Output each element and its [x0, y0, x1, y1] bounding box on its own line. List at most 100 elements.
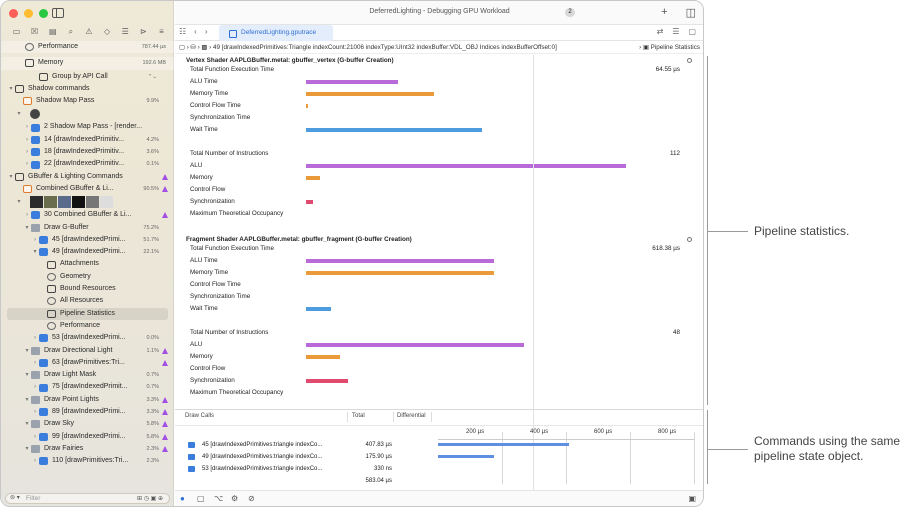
inspector-toggle-icon[interactable]: ◫ — [685, 7, 696, 19]
close-window-button[interactable] — [9, 9, 18, 18]
disclosure-icon[interactable]: ▾ — [25, 372, 29, 379]
tree-item[interactable]: › 30 Combined GBuffer & Li... — [1, 209, 174, 221]
report-navigator-icon[interactable]: ≡ — [159, 27, 164, 36]
breakpoints-icon[interactable]: ▢ — [197, 494, 205, 503]
disclosure-icon[interactable]: › — [26, 149, 28, 156]
disclosure-icon[interactable]: › — [34, 384, 36, 391]
filter-options-icon[interactable]: ⊞ ◷ ▣ ⊕ — [137, 496, 163, 502]
breadcrumb-path-icons[interactable]: ▢ › ⛁ › ▩ › — [179, 44, 213, 51]
tree-item[interactable]: › 89 [drawIndexedPrimi... 3.3% — [1, 406, 174, 418]
tree-item[interactable]: ▾ GBuffer & Lighting Commands — [1, 171, 174, 183]
tree-item[interactable]: › 75 [drawIndexedPrimit... 0.7% — [1, 381, 174, 393]
tree-item[interactable]: ▾ Draw Point Lights 3.3% — [1, 394, 174, 406]
tree-item[interactable]: Attachments — [1, 258, 174, 270]
filter-field[interactable]: Filter ⊞ ◷ ▣ ⊕ — [5, 493, 170, 504]
related-items-icon[interactable]: ☷ — [179, 27, 187, 36]
disclosure-icon[interactable]: › — [34, 335, 36, 342]
warning-icon[interactable] — [162, 396, 168, 403]
disclosure-icon[interactable]: › — [26, 212, 28, 219]
disclosure-icon[interactable]: ▾ — [25, 445, 29, 452]
tree-item[interactable]: › 18 [drawIndexedPrimitiv... 3.6% — [1, 146, 174, 158]
disclosure-icon[interactable]: ▾ — [25, 421, 29, 428]
minimize-window-button[interactable] — [24, 9, 33, 18]
sidebar-toggle-icon[interactable] — [52, 8, 64, 18]
thumbnail-strip[interactable] — [30, 109, 40, 120]
tree-item[interactable]: All Resources — [1, 295, 174, 307]
disclosure-icon[interactable]: › — [26, 136, 28, 143]
tree-item[interactable]: Geometry — [1, 271, 174, 283]
forward-icon[interactable]: › — [204, 27, 208, 36]
editor-options-icon[interactable]: ⇄ — [656, 27, 664, 36]
disclosure-icon[interactable]: ▾ — [9, 173, 13, 180]
tree-item[interactable]: ▾ Draw Sky 5.8% — [1, 418, 174, 430]
warning-icon[interactable] — [162, 347, 168, 354]
tree-item[interactable]: › 63 [drawPrimitives:Tri... — [1, 357, 174, 369]
attachment-thumbnails[interactable]: ▾ — [1, 195, 174, 209]
draw-call-row[interactable]: 49 [drawIndexedPrimitives:triangle index… — [188, 452, 698, 462]
symbol-navigator-icon[interactable]: ▤ — [48, 27, 57, 36]
disclosure-icon[interactable]: › — [26, 124, 28, 131]
disclosure-icon[interactable]: › — [34, 433, 36, 440]
tree-item[interactable]: Bound Resources — [1, 283, 174, 295]
col-total[interactable]: Total — [352, 413, 365, 419]
tree-item[interactable]: ▾ 49 [drawIndexedPrimi... 22.1% — [1, 246, 174, 258]
tree-item[interactable]: › 22 [drawIndexedPrimitiv... 0.1% — [1, 158, 174, 170]
info-icon[interactable] — [687, 58, 692, 63]
disclosure-icon[interactable]: › — [34, 359, 36, 366]
attachment-thumbnails[interactable]: ▾ — [1, 107, 174, 121]
zoom-window-button[interactable] — [39, 9, 48, 18]
add-icon[interactable]: + — [661, 6, 668, 18]
issue-navigator-icon[interactable]: ⚠ — [85, 27, 93, 36]
texture-thumbnail[interactable] — [58, 196, 71, 209]
group-by-popup[interactable]: Group by API Call ⌃⌄ — [1, 71, 160, 83]
draw-call-row[interactable]: 45 [drawIndexedPrimitives:triangle index… — [188, 440, 698, 450]
tree-item[interactable]: › 99 [drawIndexedPrimi... 5.8% — [1, 431, 174, 443]
disclosure-icon[interactable]: › — [34, 458, 36, 465]
disclosure-icon[interactable]: › — [34, 409, 36, 416]
source-control-icon[interactable]: ☒ — [31, 27, 39, 36]
disclosure-icon[interactable]: ▾ — [17, 111, 21, 118]
tree-item[interactable]: Performance — [1, 320, 174, 332]
debug-area-icon[interactable]: ● — [180, 494, 185, 503]
debug-toggle-icon[interactable]: ▣ — [688, 494, 696, 503]
draw-call-row[interactable]: 53 [drawIndexedPrimitives:triangle index… — [188, 464, 698, 474]
gear-icon[interactable]: ⚙ — [231, 494, 239, 503]
warning-icon[interactable] — [162, 446, 168, 453]
warning-icon[interactable] — [162, 409, 168, 416]
debug-navigator-icon[interactable]: ☰ — [121, 27, 129, 36]
project-navigator-icon[interactable]: ▭ — [12, 27, 21, 36]
tab-gputrace[interactable]: DeferredLighting.gputrace — [219, 25, 333, 41]
disclosure-icon[interactable]: ▾ — [25, 396, 29, 403]
warning-icon[interactable] — [162, 433, 168, 440]
capture-icon[interactable]: ⊘ — [248, 494, 255, 503]
shader-icon[interactable]: ⌥ — [214, 494, 224, 503]
texture-thumbnail[interactable] — [30, 196, 43, 209]
warning-icon[interactable] — [162, 173, 168, 180]
tree-item[interactable]: ▾ Draw Directional Light 1.1% — [1, 345, 174, 357]
col-draw-calls[interactable]: Draw Calls — [185, 413, 215, 419]
performance-item[interactable]: Performance 787.44 µs — [1, 41, 174, 54]
add-editor-icon[interactable]: ▢ — [688, 27, 696, 36]
disclosure-icon[interactable]: ▾ — [33, 249, 37, 256]
texture-thumbnail[interactable] — [30, 109, 40, 120]
scrollbar-track[interactable] — [533, 55, 534, 506]
tree-item[interactable]: ▾ Draw Light Mask 0.7% — [1, 369, 174, 381]
tree-item[interactable]: Pipeline Statistics — [7, 307, 168, 320]
issues-badge[interactable]: 2 — [565, 8, 575, 17]
test-navigator-icon[interactable]: ◇ — [104, 27, 111, 36]
texture-thumbnail[interactable] — [86, 196, 99, 209]
disclosure-icon[interactable]: ▾ — [17, 199, 21, 206]
disclosure-icon[interactable]: ▾ — [25, 224, 29, 231]
tree-item[interactable]: › 45 [drawIndexedPrimi... 51.7% — [1, 234, 174, 246]
breakpoint-navigator-icon[interactable]: ⊳ — [140, 27, 147, 36]
breadcrumb-current[interactable]: › ▣ Pipeline Statistics — [636, 42, 700, 53]
breadcrumb-draw-call[interactable]: 49 [drawIndexedPrimitives:Triangle index… — [212, 44, 557, 51]
tree-item[interactable]: ▾ Draw Fairies 2.3% — [1, 443, 174, 455]
tree-item[interactable]: › 2 Shadow Map Pass - [render... — [1, 121, 174, 133]
warning-icon[interactable] — [162, 186, 168, 193]
back-icon[interactable]: ‹ — [194, 27, 197, 36]
texture-thumbnail[interactable] — [100, 196, 113, 209]
tree-item[interactable]: ▾ Shadow commands — [1, 83, 174, 95]
thumbnail-strip[interactable] — [30, 196, 113, 209]
col-differential[interactable]: Differential — [397, 413, 426, 419]
